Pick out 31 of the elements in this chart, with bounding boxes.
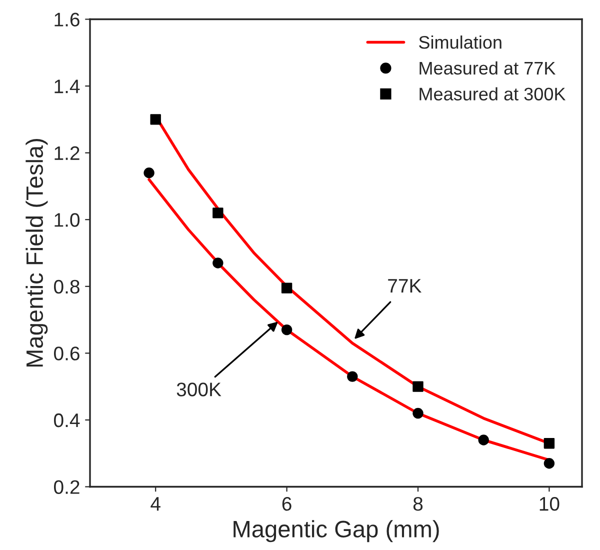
point: [412, 408, 424, 419]
point: [150, 114, 161, 125]
x-tick-label: 10: [540, 496, 560, 511]
x-tick-label: 4: [150, 497, 160, 511]
y-tick-label: 0.8: [54, 280, 80, 294]
x-tick-label: 8: [413, 496, 423, 511]
point: [478, 434, 489, 446]
y-tick-label: 0.4: [54, 413, 80, 428]
legend-label: Measured at 300K: [420, 87, 566, 100]
y-tick-label: 1.2: [54, 146, 80, 160]
legend-label: Measured at 77K: [420, 61, 556, 75]
x-tick-label: 6: [282, 496, 292, 511]
point: [212, 208, 224, 218]
point: [212, 258, 224, 268]
y-tick-label: 0.2: [54, 480, 80, 494]
annotation: 77K: [388, 279, 422, 293]
y-tick-label: 1.6: [54, 12, 80, 26]
y-tick-label: 1.0: [54, 213, 80, 227]
point: [281, 282, 292, 294]
point: [144, 168, 154, 178]
y-tick-label: 1.4: [54, 80, 80, 94]
point: [347, 371, 358, 382]
legend-label: Simulation: [419, 36, 502, 49]
y-tick-label: 0.6: [54, 346, 80, 360]
annotation: 300K: [176, 382, 222, 396]
point: [544, 438, 555, 449]
x-axis-title: Magentic Gap (mm): [234, 520, 439, 542]
point: [281, 324, 292, 336]
point: [544, 458, 555, 469]
y-axis-title: Magentic Field (Tesla): [26, 138, 48, 367]
point: [412, 381, 424, 392]
